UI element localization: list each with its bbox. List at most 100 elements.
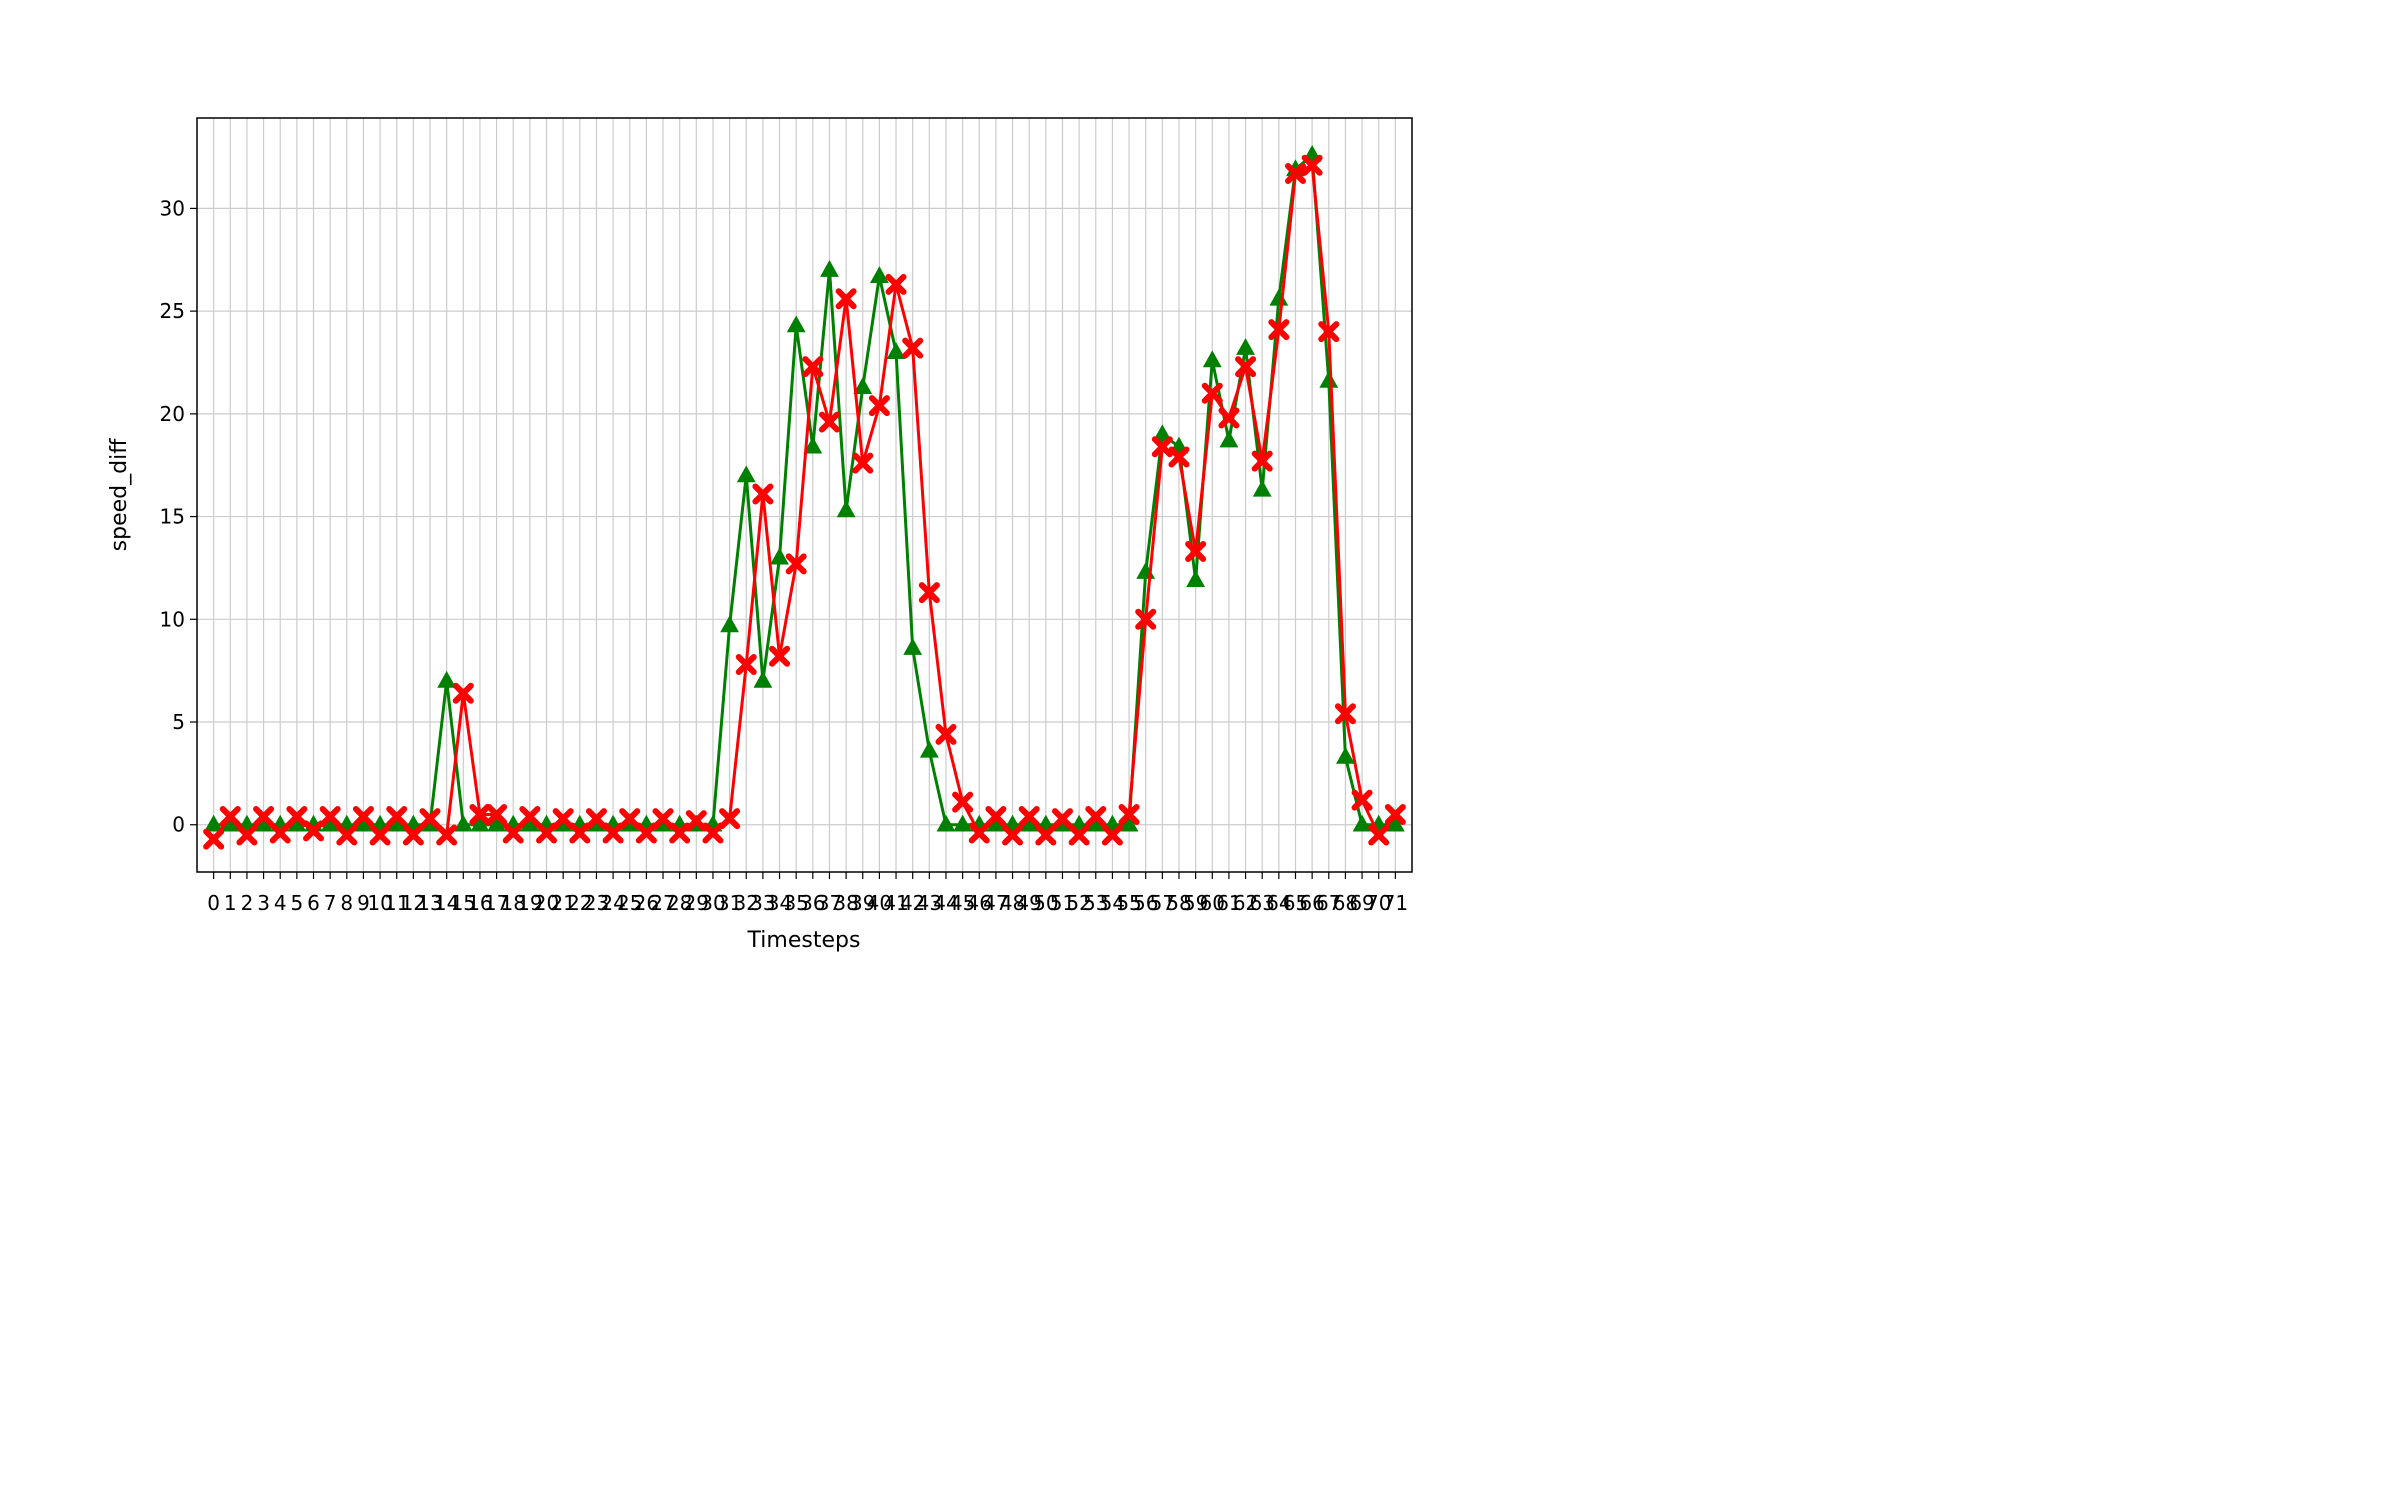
x-tick-label: 69: [1349, 891, 1374, 915]
data-point: [753, 670, 773, 688]
x-tick-label: 40: [867, 891, 892, 915]
data-point: [1252, 479, 1272, 497]
data-point: [903, 638, 923, 655]
data-point: [1152, 424, 1172, 442]
data-point: [1002, 824, 1024, 846]
x-tick-label: 4: [274, 891, 287, 915]
data-point: [1218, 407, 1240, 429]
x-tick-label: 68: [1333, 891, 1358, 915]
x-tick-label: 15: [451, 891, 476, 915]
data-point: [635, 822, 657, 844]
x-tick-label: 51: [1050, 891, 1075, 915]
x-tick-label: 34: [767, 891, 792, 915]
data-point: [219, 806, 241, 828]
data-point: [1236, 338, 1255, 355]
data-point: [1384, 803, 1406, 825]
data-point: [1251, 450, 1273, 472]
data-point: [919, 740, 939, 758]
data-point: [352, 806, 374, 828]
data-point: [585, 808, 607, 830]
data-point: [669, 822, 691, 844]
x-tick-label: 35: [783, 891, 808, 915]
data-point: [236, 824, 258, 846]
data-point: [1319, 370, 1339, 388]
x-tick-label: 30: [700, 891, 725, 915]
data-point: [1385, 814, 1405, 832]
x-tick-label: 45: [950, 891, 975, 915]
x-tick-label: 19: [517, 891, 542, 915]
x-tick-label: 1: [224, 891, 237, 915]
x-tick-label: 32: [734, 891, 759, 915]
y-tick-label: 15: [160, 505, 185, 529]
x-tick-label: 5: [290, 891, 303, 915]
data-point: [1368, 824, 1390, 846]
data-point: [204, 814, 224, 832]
x-tick-label: 44: [933, 891, 958, 915]
data-point: [769, 645, 791, 667]
data-point: [786, 315, 806, 333]
x-tick-label: 36: [800, 891, 825, 915]
data-point: [1284, 162, 1306, 184]
x-tick-label: 60: [1200, 891, 1225, 915]
data-point: [1334, 703, 1356, 725]
data-point: [902, 337, 924, 359]
x-tick-label: 7: [324, 891, 337, 915]
data-point: [853, 377, 873, 394]
y-tick-label: 20: [160, 402, 185, 426]
series-layer: [203, 144, 1406, 850]
data-point: [803, 436, 823, 454]
y-tick-label: 25: [160, 299, 185, 323]
x-tick-label: 13: [417, 891, 442, 915]
x-tick-label: 52: [1066, 891, 1091, 915]
x-tick-label: 10: [367, 891, 392, 915]
x-tick-label: 62: [1233, 891, 1258, 915]
x-tick-label: 14: [434, 891, 459, 915]
data-point: [1068, 824, 1090, 846]
x-tick-label: 50: [1033, 891, 1058, 915]
x-tick-label: 26: [634, 891, 659, 915]
x-tick-label: 16: [467, 891, 492, 915]
data-point: [720, 615, 740, 633]
x-tick-label: 64: [1266, 891, 1291, 915]
data-point: [552, 808, 574, 830]
data-point: [886, 342, 906, 360]
x-tick-label: 0: [207, 891, 220, 915]
data-point: [952, 791, 974, 813]
data-point: [319, 806, 341, 828]
data-point: [470, 814, 490, 832]
x-tick-label: 33: [750, 891, 775, 915]
data-point: [203, 828, 225, 850]
data-point: [869, 266, 889, 283]
data-point: [536, 822, 558, 844]
x-tick-label: 20: [534, 891, 559, 915]
x-tick-label: 57: [1150, 891, 1175, 915]
x-tick-label: 2: [241, 891, 254, 915]
y-tick-label: 5: [172, 710, 185, 734]
data-point: [835, 288, 857, 310]
data-point: [702, 822, 724, 844]
x-tick-label: 23: [584, 891, 609, 915]
x-tick-label: 42: [900, 891, 925, 915]
data-point: [569, 822, 591, 844]
data-point: [1168, 446, 1190, 468]
x-tick-label: 38: [833, 891, 858, 915]
data-point: [836, 500, 856, 518]
data-point: [936, 814, 956, 832]
data-point: [469, 803, 491, 825]
x-tick-label: 9: [357, 891, 370, 915]
x-tick-label: 49: [1016, 891, 1041, 915]
data-point: [602, 822, 624, 844]
series-1: [203, 154, 1406, 850]
data-point: [1135, 608, 1157, 630]
data-point: [519, 806, 541, 828]
y-tick-label: 10: [160, 607, 185, 631]
data-point: [985, 806, 1007, 828]
data-point: [386, 806, 408, 828]
y-axis-label: speed_diff: [107, 438, 132, 552]
x-tick-label: 28: [667, 891, 692, 915]
data-point: [369, 824, 391, 846]
data-point: [1119, 814, 1139, 832]
x-tick-label: 11: [384, 891, 409, 915]
data-point: [736, 465, 756, 483]
data-point: [652, 808, 674, 830]
